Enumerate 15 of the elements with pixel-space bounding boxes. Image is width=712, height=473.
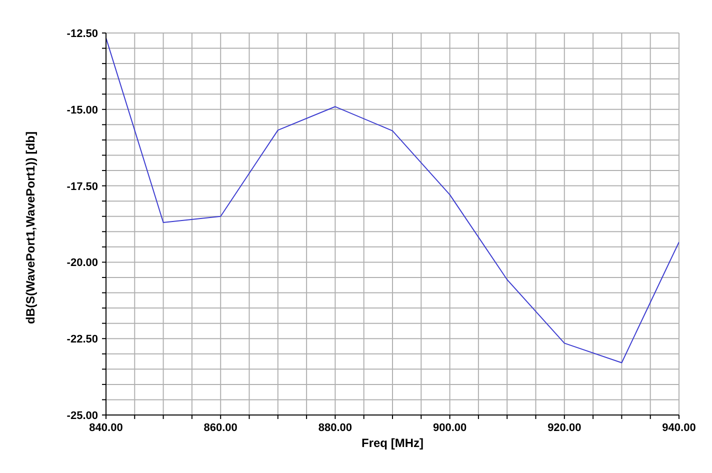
y-tick-label: -17.50 (66, 180, 98, 193)
x-tick-label: 880.00 (318, 422, 352, 434)
y-tick-label: -15.00 (66, 104, 98, 116)
y-tick-label: -20.00 (66, 257, 98, 270)
x-tick-label: 860.00 (204, 422, 238, 434)
y-axis-title: dB(S(WavePort1,WavePort1)) [db] (23, 132, 38, 324)
x-tick-label: 900.00 (432, 422, 467, 434)
x-axis-title: Freq [MHz] (362, 436, 424, 450)
y-tick-label: -22.50 (66, 334, 98, 346)
y-tick-label: -25.00 (66, 410, 98, 422)
x-tick-label: 920.00 (548, 422, 582, 434)
y-tick-label: -12.50 (66, 28, 98, 40)
x-tick-label: 840.00 (89, 422, 123, 434)
line-series (106, 37, 679, 364)
x-tick-label: 940.00 (662, 422, 696, 434)
